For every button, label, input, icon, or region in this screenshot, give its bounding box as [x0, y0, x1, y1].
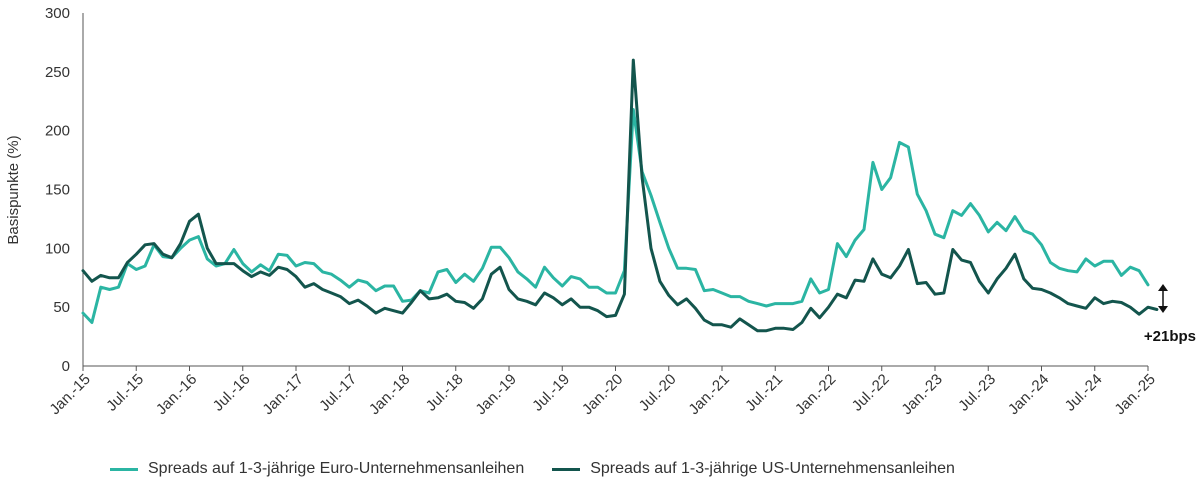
y-tick-label: 50	[53, 299, 70, 316]
x-tick-label: Jul.-24	[1062, 371, 1106, 415]
x-tick-label: Jul.-22	[849, 371, 893, 415]
x-tick-label: Jul.-17	[316, 371, 360, 415]
legend-swatch-euro	[110, 467, 138, 471]
legend-item-us: Spreads auf 1-3-jährige US-Unternehmensa…	[552, 460, 955, 478]
x-tick-label: Jan.-24	[1005, 371, 1052, 418]
x-tick-label: Jul.-23	[955, 371, 999, 415]
x-tick-label: Jan.-18	[366, 371, 413, 418]
legend-label-us: Spreads auf 1-3-jährige US-Unternehmensa…	[590, 460, 955, 477]
x-tick-label: Jul.-18	[423, 371, 467, 415]
y-tick-label: 300	[45, 5, 70, 22]
x-axis: Jan.-15 Jul.-15 Jan.-16 Jul.-16 Jan.-17 Jul.-…	[46, 365, 1159, 418]
annotation-arrow-up-head	[1158, 284, 1168, 291]
x-tick-label: Jan.-23	[898, 371, 945, 418]
y-axis: 0 50 100 150 200 250 300	[45, 5, 84, 375]
series-line-us	[81, 58, 1159, 333]
x-tick-label: Jan.-22	[792, 371, 839, 418]
x-tick-label: Jul.-19	[529, 371, 573, 415]
legend-swatch-us	[552, 467, 581, 471]
y-tick-label: 200	[45, 123, 70, 140]
legend-label-euro: Spreads auf 1-3-jährige Euro-Unternehmen…	[148, 460, 525, 477]
y-tick-label: 0	[62, 358, 70, 375]
y-axis-title: Basispunkte (%)	[5, 135, 22, 244]
series-line-euro	[81, 108, 1150, 324]
annotation-label: +21bps	[1144, 328, 1196, 345]
legend-item-euro: Spreads auf 1-3-jährige Euro-Unternehmen…	[110, 460, 524, 478]
x-tick-label: Jul.-15	[103, 371, 147, 415]
annotation-arrow-down-head	[1158, 306, 1168, 313]
x-tick-label: Jan.-15	[46, 371, 93, 418]
x-tick-label: Jul.-21	[742, 371, 786, 415]
legend: Spreads auf 1-3-jährige Euro-Unternehmen…	[110, 460, 955, 478]
series-layer	[81, 58, 1159, 333]
x-tick-label: Jan.-25	[1111, 371, 1158, 418]
x-tick-label: Jan.-20	[579, 371, 626, 418]
x-tick-label: Jul.-20	[636, 371, 680, 415]
x-tick-label: Jan.-17	[259, 371, 306, 418]
annotation: +21bps	[1144, 284, 1196, 345]
x-tick-label: Jul.-16	[210, 371, 254, 415]
x-tick-label: Jan.-21	[685, 371, 732, 418]
y-tick-label: 150	[45, 182, 70, 199]
x-tick-label: Jan.-16	[153, 371, 200, 418]
y-tick-label: 250	[45, 64, 70, 81]
x-tick-label: Jan.-19	[472, 371, 519, 418]
y-tick-label: 100	[45, 240, 70, 257]
